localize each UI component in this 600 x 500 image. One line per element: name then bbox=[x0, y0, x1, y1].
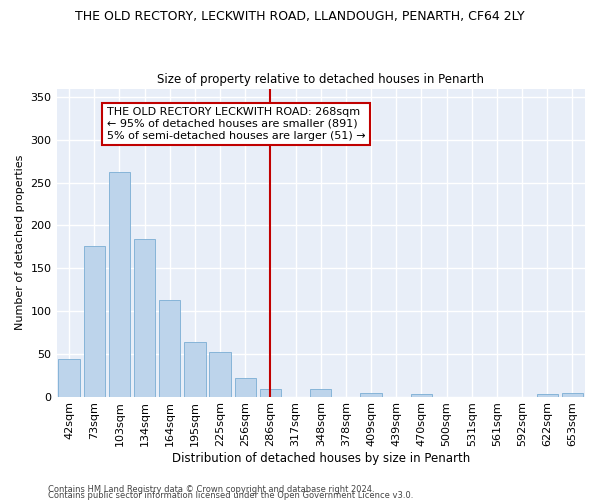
Y-axis label: Number of detached properties: Number of detached properties bbox=[15, 155, 25, 330]
Bar bbox=[58, 359, 80, 397]
Text: THE OLD RECTORY LECKWITH ROAD: 268sqm
← 95% of detached houses are smaller (891): THE OLD RECTORY LECKWITH ROAD: 268sqm ← … bbox=[107, 108, 365, 140]
Bar bbox=[536, 394, 558, 396]
Text: Contains HM Land Registry data © Crown copyright and database right 2024.: Contains HM Land Registry data © Crown c… bbox=[48, 485, 374, 494]
Bar bbox=[209, 352, 231, 397]
Bar bbox=[134, 239, 155, 396]
Title: Size of property relative to detached houses in Penarth: Size of property relative to detached ho… bbox=[157, 73, 484, 86]
Bar bbox=[361, 393, 382, 396]
Bar bbox=[260, 389, 281, 396]
Bar bbox=[562, 393, 583, 396]
Text: THE OLD RECTORY, LECKWITH ROAD, LLANDOUGH, PENARTH, CF64 2LY: THE OLD RECTORY, LECKWITH ROAD, LLANDOUG… bbox=[75, 10, 525, 23]
Bar bbox=[235, 378, 256, 396]
Bar bbox=[109, 172, 130, 396]
Bar bbox=[184, 342, 206, 396]
Text: Contains public sector information licensed under the Open Government Licence v3: Contains public sector information licen… bbox=[48, 491, 413, 500]
Bar bbox=[411, 394, 432, 396]
X-axis label: Distribution of detached houses by size in Penarth: Distribution of detached houses by size … bbox=[172, 452, 470, 465]
Bar bbox=[83, 246, 105, 396]
Bar bbox=[159, 300, 181, 396]
Bar bbox=[310, 389, 331, 396]
